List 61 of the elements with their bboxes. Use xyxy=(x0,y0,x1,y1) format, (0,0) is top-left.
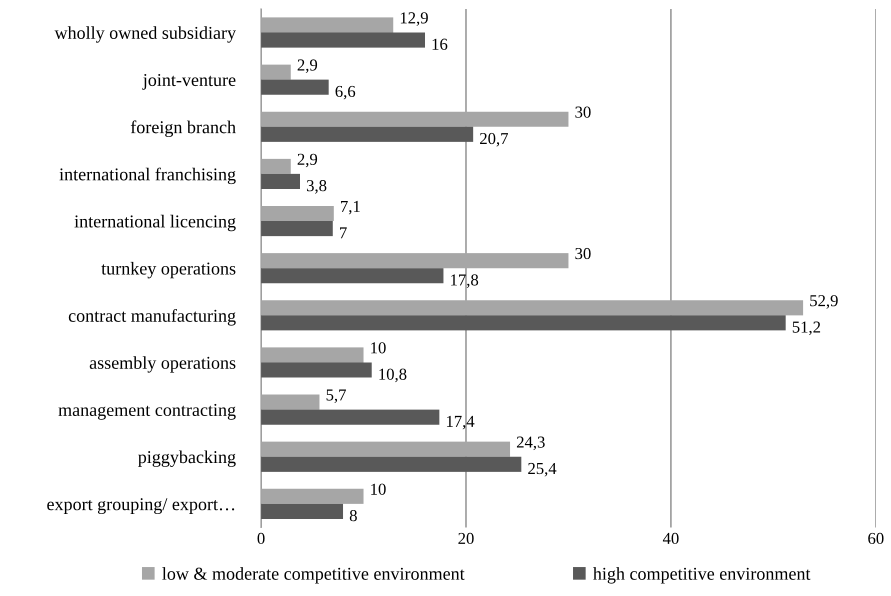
data-label: 7,1 xyxy=(341,200,360,214)
data-label: 8 xyxy=(350,510,357,522)
bar xyxy=(261,347,364,362)
data-label: 10 xyxy=(371,342,386,354)
x-tick-label: 0 xyxy=(258,532,265,544)
data-label: 24,3 xyxy=(516,436,545,450)
bar xyxy=(261,394,320,410)
bar xyxy=(261,504,344,519)
data-label: 6,6 xyxy=(336,86,356,100)
bar xyxy=(261,221,333,236)
legend-label: high competitive environment xyxy=(593,567,810,584)
bar xyxy=(261,126,474,142)
data-label: 20,7 xyxy=(480,132,508,147)
data-label: 7 xyxy=(340,227,347,238)
bar xyxy=(261,253,568,268)
bar xyxy=(261,112,568,127)
data-label: 2,9 xyxy=(298,59,318,74)
data-label: 2,9 xyxy=(298,154,318,168)
data-label: 17,4 xyxy=(446,416,474,430)
bar xyxy=(261,17,394,33)
x-tick-label: 20 xyxy=(458,532,474,544)
data-label: 10,8 xyxy=(379,368,406,382)
bar xyxy=(261,315,786,330)
data-label: 52,9 xyxy=(810,295,838,309)
data-label: 5,7 xyxy=(326,390,346,403)
y-tick-label: international franchising xyxy=(59,168,236,184)
data-label: 25,4 xyxy=(528,462,556,477)
y-tick-label: assembly operations xyxy=(90,356,236,373)
data-label: 30 xyxy=(575,248,591,260)
bar xyxy=(261,456,522,472)
y-tick-label: contract manufacturing xyxy=(68,308,236,326)
bar xyxy=(261,442,510,457)
bar xyxy=(261,410,440,425)
bar xyxy=(261,174,300,190)
bar xyxy=(261,64,291,80)
y-tick-label: turnkey operations xyxy=(101,262,236,278)
bar xyxy=(261,268,444,284)
y-tick-label: foreign branch xyxy=(130,120,236,138)
y-tick-label: piggybacking xyxy=(138,450,236,467)
bar xyxy=(261,206,334,222)
data-label: 30 xyxy=(575,106,591,118)
bar xyxy=(261,158,291,174)
data-label: 3,8 xyxy=(306,180,326,194)
x-tick-label: 60 xyxy=(868,532,884,544)
bar xyxy=(261,300,804,316)
x-tick-label: 40 xyxy=(662,532,679,544)
y-tick-label: export grouping/ export… xyxy=(47,498,234,514)
bar xyxy=(261,488,364,504)
data-label: 17,8 xyxy=(451,274,478,288)
data-label: 12,9 xyxy=(400,12,428,26)
data-label: 10 xyxy=(371,484,386,495)
data-label: 51,2 xyxy=(792,322,820,336)
y-tick-label: joint-venture xyxy=(142,74,236,90)
legend-label: low & moderate competitive environment xyxy=(162,567,465,584)
bar xyxy=(261,32,426,48)
bar xyxy=(261,80,329,95)
bar xyxy=(261,362,372,378)
data-label: 16 xyxy=(432,38,448,50)
y-tick-label: international licencing xyxy=(74,214,236,232)
y-tick-label: wholly owned subsidiary xyxy=(54,26,236,43)
y-tick-label: management contracting xyxy=(58,404,236,420)
